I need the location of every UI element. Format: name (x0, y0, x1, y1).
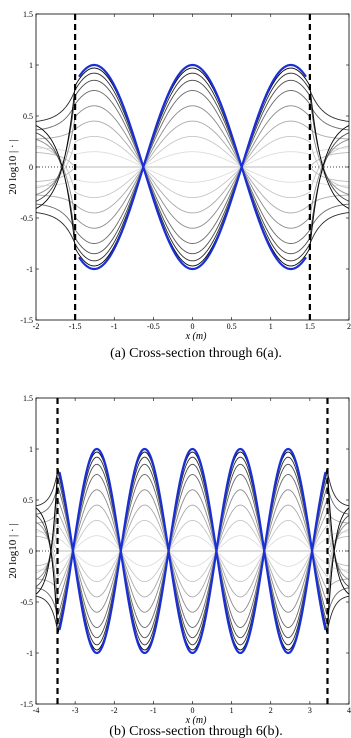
x-tick-label: 2 (269, 706, 273, 715)
family-curve (36, 105, 349, 229)
series-group-b (36, 447, 349, 655)
envelope-curve (58, 447, 327, 655)
family-curve (36, 166, 349, 182)
family-curve (36, 504, 349, 598)
family-curve (36, 79, 349, 255)
y-tick-label: -1.5 (20, 700, 33, 709)
x-tick-label: -3 (72, 706, 79, 715)
x-tick-label: 3 (308, 706, 312, 715)
y-tick-label: 1 (29, 61, 33, 70)
family-curve (36, 504, 349, 598)
family-curve (36, 135, 349, 199)
family-curve (36, 519, 349, 583)
family-curve (36, 72, 349, 262)
x-tick-label: 1.5 (305, 322, 315, 331)
family-curve (36, 120, 349, 214)
y-tick-label: -1 (26, 265, 33, 274)
chart-panel-b: -4 -3 -2 -1 0 1 2 3 4 -1.5 -1 -0.5 0 0.5 1 1.5 20 log10… (7, 394, 351, 738)
y-tick-label: 1.5 (23, 394, 33, 403)
y-tick-label: 0 (29, 547, 33, 556)
axis-ticks-b: -4 -3 -2 -1 0 1 2 3 4 -1.5 -1 -0.5 0 0.5 1 1.5 (20, 394, 351, 715)
family-curve (36, 67, 349, 267)
x-tick-label: -1 (111, 322, 118, 331)
family-curve (36, 90, 349, 244)
envelope-curve (78, 63, 307, 271)
dashed-lines-a (74, 14, 311, 320)
family-curve (36, 67, 349, 267)
family-curve (36, 531, 349, 567)
caption-a: (a) Cross-section through 6(a). (110, 346, 282, 361)
envelope-curve (78, 63, 307, 271)
x-tick-label: 0.5 (227, 322, 237, 331)
family-curve (36, 550, 349, 567)
x-tick-label: -2 (33, 322, 40, 331)
x-tick-label: -1 (150, 706, 157, 715)
y-tick-label: 1 (29, 445, 33, 454)
y-axis-label-b-text: 20 log10 | · | (7, 523, 19, 578)
x-tick-label: 1 (269, 322, 273, 331)
dashed-lines-b (56, 398, 329, 704)
x-axis-label-a: x (m) (185, 331, 207, 342)
family-curve (36, 151, 349, 187)
y-tick-label: -0.5 (20, 214, 33, 223)
y-tick-label: -1.5 (20, 316, 33, 325)
family-curve (36, 120, 349, 214)
family-curve (36, 463, 349, 639)
chart-panel-a: -2 -1.5 -1 -0.5 0 0.5 1 1.5 2-1.5-1-0.500.511.5 … (7, 10, 351, 361)
family-curve (36, 72, 349, 262)
family-curve (36, 456, 349, 646)
axis-ticks-a: -2 -1.5 -1 -0.5 0 0.5 1 1.5 2-1.5-1-0.500.511.5 (20, 10, 351, 331)
family-curve (36, 147, 349, 183)
family-curve (36, 535, 349, 571)
family-curve (36, 519, 349, 583)
y-tick-label: -0.5 (20, 598, 33, 607)
x-tick-label: -1.5 (69, 322, 82, 331)
family-curve (36, 474, 349, 628)
y-tick-label: 0.5 (23, 496, 33, 505)
y-axis-label-a-text: 20 log10 | · | (7, 139, 19, 194)
x-tick-label: 0 (191, 322, 195, 331)
y-tick-label: 1.5 (23, 10, 33, 19)
x-tick-label: 2 (347, 322, 351, 331)
x-tick-label: 1 (230, 706, 234, 715)
family-curve (36, 79, 349, 255)
family-curve (36, 489, 349, 613)
y-axis-label-a: 20 log10 | · | (7, 139, 19, 194)
y-axis-label-b: 20 log10 | · | (7, 523, 19, 578)
family-curve (36, 105, 349, 229)
family-curve (36, 456, 349, 646)
y-tick-label: 0 (29, 163, 33, 172)
family-curve (36, 489, 349, 613)
x-axis-label-b: x (m) (185, 715, 207, 726)
caption-b: (b) Cross-section through 6(b). (109, 724, 282, 738)
family-curve (36, 474, 349, 628)
y-tick-label: 0.5 (23, 112, 33, 121)
x-tick-label: 4 (347, 706, 351, 715)
x-tick-label: -0.5 (147, 322, 160, 331)
x-tick-label: -2 (111, 706, 118, 715)
family-curve (36, 90, 349, 244)
x-tick-label: 0 (191, 706, 195, 715)
family-curve (36, 463, 349, 639)
y-tick-label: -1 (26, 649, 33, 658)
envelope-curve (58, 447, 327, 655)
x-tick-label: -4 (33, 706, 40, 715)
series-group-a (36, 63, 349, 271)
family-curve (36, 135, 349, 199)
